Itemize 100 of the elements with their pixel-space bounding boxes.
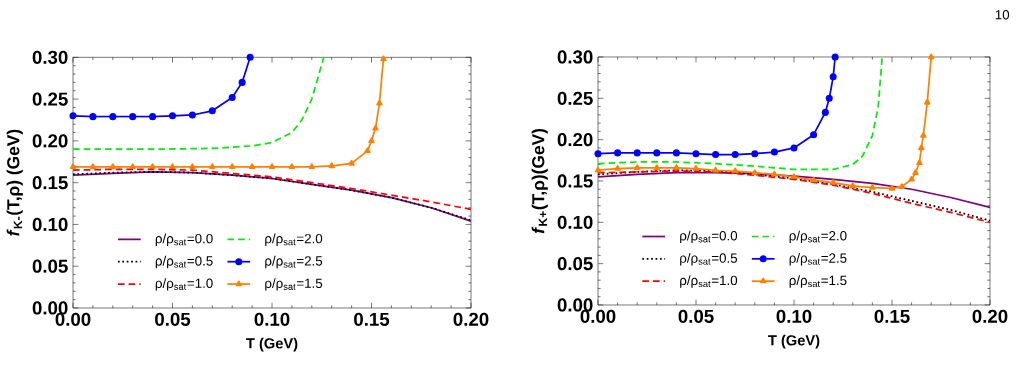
legend-label: ρ/ρ$_{sat}$=0.0 [155,233,213,246]
point [372,124,379,131]
x-tick-label: 0.05 [155,312,191,326]
line-series [598,57,884,171]
point [380,55,387,62]
point [129,113,137,121]
text: 10 [995,10,1010,20]
legend-label: ρ/ρ$_{sat}$=2.5 [265,255,323,269]
point [771,170,778,177]
y-tick-label: 0.10 [557,215,593,229]
point [308,163,315,169]
legend-label: ρ/ρ$_{sat}$=2.5 [789,253,847,266]
line-series [73,57,325,151]
point [614,149,622,157]
point [229,163,236,169]
point [288,163,296,169]
legend-label: ρ/ρ$_{sat}$=1.5 [789,275,847,288]
point [692,150,700,158]
point [830,179,837,185]
y-tick-label: 0.05 [557,257,593,271]
point [810,176,817,183]
y-tick-label: 0.25 [32,92,68,106]
point [189,163,196,169]
x-tick-label: 0.20 [453,312,489,326]
point [692,165,700,171]
legend-label: ρ/ρ$_{sat}$=1.5 [265,278,323,291]
point [888,184,896,191]
point [810,131,818,139]
legend-label: ρ/ρ$_{sat}$=0.0 [680,230,738,244]
y-tick-label: 0.25 [557,91,593,105]
point [594,150,602,158]
point [614,165,621,171]
y-tick-label: 0.05 [32,259,68,273]
point [209,163,216,169]
point [869,184,876,190]
point [751,150,759,158]
y-axis-title: f$_{K-}$(T,ρ) (GeV) [6,129,23,236]
point [328,162,335,169]
point [908,175,915,182]
point [149,113,157,121]
y-tick-label: 0.20 [32,134,68,148]
y-axis-title: f$_{K+}$(T,ρ)(GeV) [531,128,548,234]
point [732,167,739,174]
x-tick-label: 0.20 [972,309,1008,323]
point [920,131,927,138]
point [248,163,256,169]
point [790,144,798,152]
legend-label: ρ/ρ$_{sat}$=0.5 [155,255,213,269]
point [89,113,97,121]
point [821,108,829,116]
x-tick-label: 0.10 [776,309,812,323]
point [712,151,720,159]
point [268,163,276,169]
y-tick-label: 0.30 [32,50,68,64]
point [168,112,177,120]
point [228,93,236,101]
y-tick-label: 0.15 [32,176,68,190]
point [653,164,660,170]
point [238,78,246,86]
point [69,163,77,169]
point [672,149,680,157]
point [149,163,156,169]
point [712,166,719,173]
legend-label: ρ/ρ$_{sat}$=1.0 [680,275,738,288]
y-tick-label: 0.20 [557,133,593,147]
legend-label: ρ/ρ$_{sat}$=2.0 [789,230,847,244]
x-axis-title: T (GeV) [768,334,820,349]
point [898,183,905,189]
point [790,173,798,180]
point [109,113,117,121]
y-tick-label: 0.10 [32,217,68,232]
point [633,149,641,157]
point [69,112,77,120]
point [368,137,375,144]
point [594,166,602,173]
legend-label: ρ/ρ$_{sat}$=0.5 [680,253,738,266]
point [89,163,97,169]
point [831,53,839,61]
point [129,163,136,169]
point [928,53,935,60]
x-axis-title: T (GeV) [246,337,298,352]
point [169,163,176,169]
point [751,169,758,175]
point [916,159,923,166]
point [918,144,925,151]
point [348,159,355,166]
y-tick-label: 0.15 [557,174,593,188]
point [634,164,641,170]
point [653,149,661,157]
point [829,73,837,81]
point [731,151,739,159]
legend-label: ρ/ρ$_{sat}$=1.0 [155,278,213,291]
point [924,98,931,105]
y-tick-label: 0.30 [557,50,593,64]
x-tick-label: 0.10 [254,312,290,326]
legend-label: ρ/ρ$_{sat}$=2.0 [265,233,323,246]
point [208,107,216,115]
point [376,99,383,106]
point [912,169,919,175]
point [825,94,833,102]
